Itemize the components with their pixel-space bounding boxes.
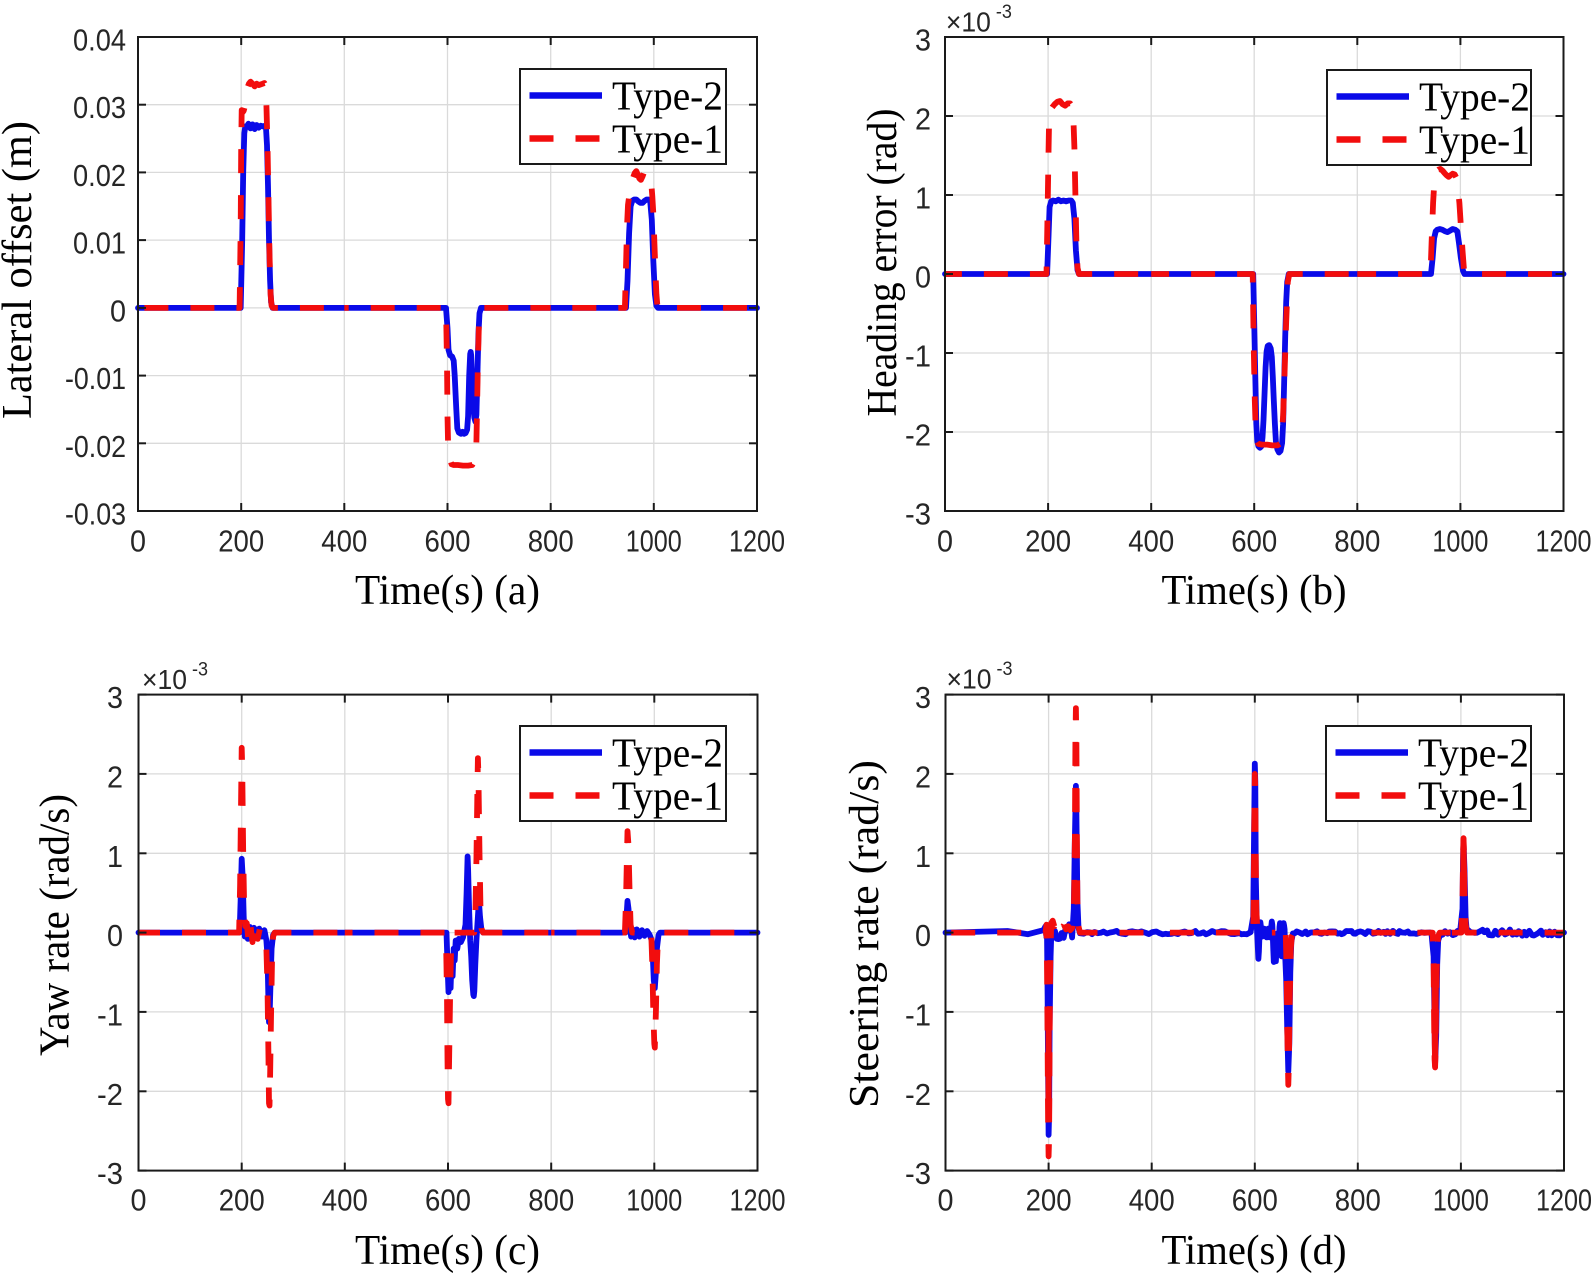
svg-text:600: 600	[1231, 525, 1277, 559]
svg-text:×10: ×10	[142, 664, 187, 695]
svg-text:-0.01: -0.01	[65, 362, 126, 396]
svg-text:-3: -3	[905, 1157, 931, 1191]
svg-text:400: 400	[321, 525, 367, 559]
svg-text:400: 400	[322, 1184, 368, 1218]
svg-text:-1: -1	[905, 340, 931, 374]
svg-text:0: 0	[131, 1184, 147, 1218]
svg-text:400: 400	[1128, 525, 1174, 559]
svg-text:0: 0	[915, 919, 931, 953]
svg-text:Heading error (rad): Heading error (rad)	[860, 109, 906, 417]
svg-text:Time(s) (b): Time(s) (b)	[1162, 568, 1347, 614]
svg-text:0.04: 0.04	[73, 24, 126, 58]
svg-text:400: 400	[1129, 1184, 1175, 1218]
svg-text:200: 200	[1025, 525, 1071, 559]
svg-text:Time(s) (c): Time(s) (c)	[355, 1228, 540, 1274]
svg-text:0: 0	[915, 261, 931, 295]
svg-text:Type-1: Type-1	[612, 773, 723, 819]
svg-text:0.01: 0.01	[73, 227, 126, 261]
svg-text:-2: -2	[905, 419, 931, 453]
svg-text:Time(s) (a): Time(s) (a)	[355, 568, 540, 614]
svg-text:0.03: 0.03	[73, 91, 126, 125]
svg-text:Lateral offset (m): Lateral offset (m)	[0, 121, 41, 419]
svg-text:200: 200	[218, 525, 264, 559]
svg-text:600: 600	[1232, 1184, 1278, 1218]
svg-text:1200: 1200	[1536, 525, 1592, 559]
svg-text:3: 3	[915, 24, 931, 58]
svg-text:Type-1: Type-1	[612, 116, 723, 162]
svg-text:1: 1	[107, 840, 123, 874]
svg-text:-3: -3	[905, 498, 931, 532]
svg-text:-3: -3	[996, 2, 1012, 23]
svg-text:0: 0	[938, 1184, 954, 1218]
svg-text:800: 800	[1335, 1184, 1381, 1218]
svg-text:-2: -2	[905, 1078, 931, 1112]
svg-text:Yaw rate (rad/s): Yaw rate (rad/s)	[33, 794, 79, 1056]
svg-text:Type-2: Type-2	[1418, 730, 1529, 776]
svg-text:Type-1: Type-1	[1418, 773, 1529, 819]
svg-text:-3: -3	[192, 660, 208, 681]
svg-text:1200: 1200	[730, 1184, 786, 1218]
svg-text:1000: 1000	[1433, 1184, 1489, 1218]
svg-text:200: 200	[1026, 1184, 1072, 1218]
svg-text:×10: ×10	[947, 664, 992, 695]
svg-text:-2: -2	[97, 1078, 123, 1112]
svg-text:Type-2: Type-2	[612, 73, 723, 119]
svg-text:Time(s) (d): Time(s) (d)	[1162, 1228, 1347, 1274]
svg-text:Steering rate (rad/s): Steering rate (rad/s)	[842, 760, 888, 1108]
svg-text:-0.02: -0.02	[65, 430, 126, 464]
svg-text:1: 1	[915, 182, 931, 216]
svg-text:-3: -3	[997, 659, 1013, 680]
svg-text:Type-2: Type-2	[1419, 74, 1530, 120]
svg-text:×10: ×10	[946, 7, 991, 38]
svg-text:1200: 1200	[1536, 1184, 1592, 1218]
svg-text:200: 200	[219, 1184, 265, 1218]
svg-text:2: 2	[915, 760, 931, 794]
svg-text:-1: -1	[905, 998, 931, 1032]
svg-text:600: 600	[425, 525, 471, 559]
svg-text:-1: -1	[97, 998, 123, 1032]
svg-text:800: 800	[528, 525, 574, 559]
svg-text:2: 2	[915, 103, 931, 137]
svg-text:1000: 1000	[1432, 525, 1488, 559]
svg-text:0: 0	[107, 919, 123, 953]
svg-text:600: 600	[425, 1184, 471, 1218]
svg-text:Type-1: Type-1	[1419, 117, 1530, 163]
svg-text:1200: 1200	[729, 525, 785, 559]
svg-text:3: 3	[107, 681, 123, 715]
svg-text:0.02: 0.02	[73, 159, 126, 193]
svg-text:-3: -3	[97, 1157, 123, 1191]
svg-text:1000: 1000	[626, 525, 682, 559]
svg-text:0: 0	[937, 525, 953, 559]
svg-text:1000: 1000	[626, 1184, 682, 1218]
svg-text:3: 3	[915, 681, 931, 715]
svg-text:0: 0	[130, 525, 146, 559]
svg-text:800: 800	[528, 1184, 574, 1218]
svg-text:0: 0	[110, 294, 126, 328]
svg-text:1: 1	[915, 840, 931, 874]
svg-text:-0.03: -0.03	[65, 498, 126, 532]
svg-text:2: 2	[107, 760, 123, 794]
svg-text:800: 800	[1334, 525, 1380, 559]
svg-text:Type-2: Type-2	[612, 730, 723, 776]
